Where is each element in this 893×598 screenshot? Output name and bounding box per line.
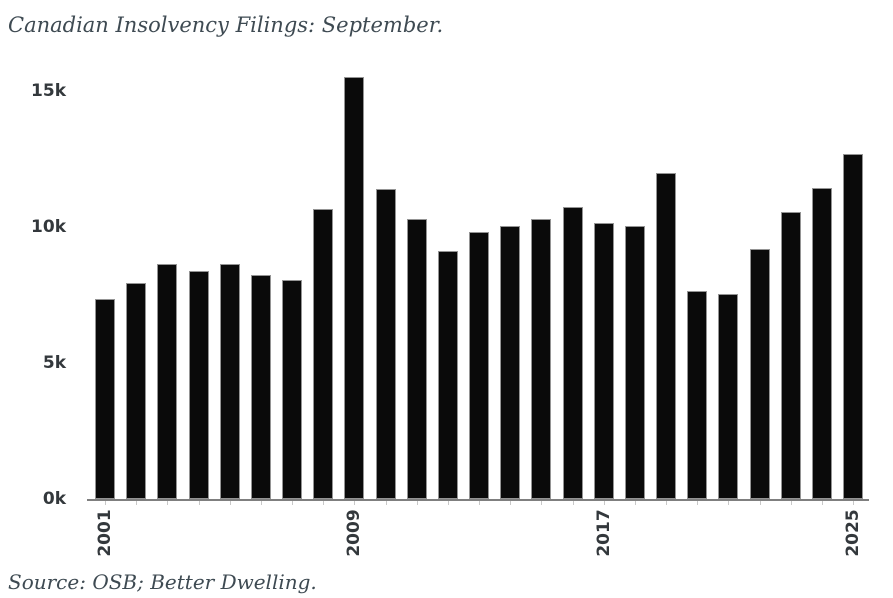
bar-2016 (563, 207, 583, 499)
bar-2015 (531, 219, 551, 499)
bar-2014 (500, 226, 520, 499)
bar-2010 (376, 189, 396, 499)
y-tick-label: 0k (42, 489, 66, 509)
chart-title: Canadian Insolvency Filings: September. (8, 13, 444, 37)
x-minor-tick (167, 501, 168, 505)
x-minor-tick (105, 501, 106, 505)
x-minor-tick (292, 501, 293, 505)
x-minor-tick (697, 501, 698, 505)
x-tick-label: 2009 (344, 509, 364, 557)
bar-2021 (718, 294, 738, 499)
bar-2005 (220, 264, 240, 499)
bar-2008 (313, 209, 333, 499)
x-tick-label: 2025 (843, 509, 863, 557)
x-minor-tick (230, 501, 231, 505)
x-minor-tick (417, 501, 418, 505)
bar-2006 (251, 275, 271, 499)
bar-2013 (469, 232, 489, 499)
x-minor-tick (760, 501, 761, 505)
bar-2018 (625, 226, 645, 499)
x-axis-line (87, 499, 869, 501)
bar-2025 (843, 154, 863, 499)
x-minor-tick (573, 501, 574, 505)
bar-2022 (750, 249, 770, 499)
bar-2004 (189, 271, 209, 499)
x-minor-tick (479, 501, 480, 505)
x-minor-tick (448, 501, 449, 505)
bar-2001 (95, 299, 115, 499)
bar-2023 (781, 212, 801, 499)
x-minor-tick (853, 501, 854, 505)
y-tick-label: 5k (42, 353, 66, 373)
x-minor-tick (666, 501, 667, 505)
y-tick-label: 15k (31, 81, 66, 101)
bar-2024 (812, 188, 832, 499)
x-minor-tick (386, 501, 387, 505)
x-minor-tick (791, 501, 792, 505)
bar-2017 (594, 223, 614, 499)
x-minor-tick (199, 501, 200, 505)
x-minor-tick (261, 501, 262, 505)
x-minor-tick (510, 501, 511, 505)
bar-2019 (656, 173, 676, 499)
x-tick-label: 2001 (95, 509, 115, 557)
x-minor-tick (354, 501, 355, 505)
bar-2007 (282, 280, 302, 499)
x-minor-tick (541, 501, 542, 505)
bar-2009 (344, 77, 364, 499)
x-minor-tick (822, 501, 823, 505)
bar-2011 (407, 219, 427, 499)
bar-2012 (438, 251, 458, 499)
source-note: Source: OSB; Better Dwelling. (8, 570, 317, 594)
bar-2020 (687, 291, 707, 499)
x-minor-tick (323, 501, 324, 505)
x-minor-tick (136, 501, 137, 505)
x-minor-tick (728, 501, 729, 505)
bar-2003 (157, 264, 177, 499)
x-tick-label: 2017 (594, 509, 614, 557)
bar-2002 (126, 283, 146, 499)
x-minor-tick (604, 501, 605, 505)
x-minor-tick (635, 501, 636, 505)
y-tick-label: 10k (31, 217, 66, 237)
